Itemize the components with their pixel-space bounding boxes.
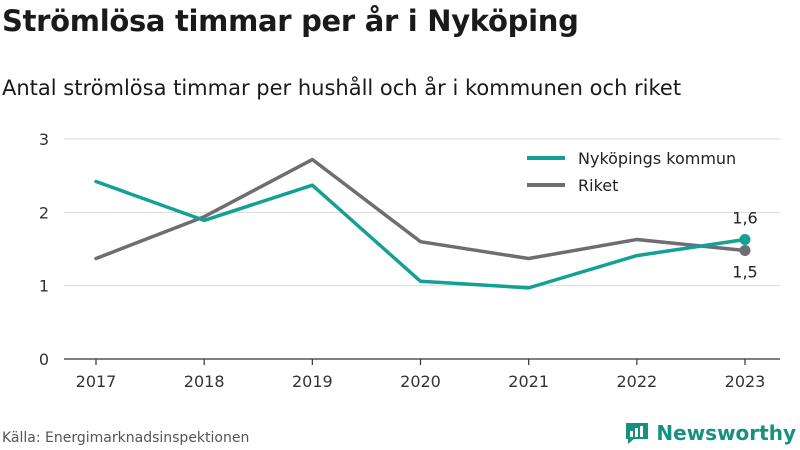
y-tick-label: 0 (39, 350, 49, 369)
series-line-nykoping (94, 179, 747, 290)
end-label-nykoping: 1,6 (732, 208, 757, 227)
x-tick-label: 2021 (508, 372, 549, 391)
legend-label: Riket (578, 176, 618, 195)
brand-name: Newsworthy (656, 421, 796, 445)
bar-chart-logo-icon (626, 423, 649, 444)
y-tick-label: 1 (39, 277, 49, 296)
end-label-riket: 1,5 (732, 262, 757, 281)
x-tick-label: 2017 (76, 372, 117, 391)
x-tick-label: 2023 (725, 372, 766, 391)
end-labels: 1,6 1,5 (732, 208, 757, 281)
x-tick-label: 2022 (616, 372, 657, 391)
x-tick-labels: 2017 2018 2019 2020 2021 2022 2023 (76, 359, 766, 391)
y-tick-label: 3 (39, 130, 49, 149)
x-tick-label: 2020 (400, 372, 441, 391)
chart-subtitle: Antal strömlösa timmar per hushåll och å… (2, 76, 682, 100)
y-tick-labels: 0 1 2 3 (39, 130, 49, 369)
x-tick-label: 2018 (184, 372, 225, 391)
x-tick-label: 2019 (292, 372, 333, 391)
series-end-point (739, 233, 751, 245)
series-line-riket (94, 157, 747, 261)
legend-label: Nyköpings kommun (578, 149, 736, 168)
series-lines (94, 157, 751, 290)
series-end-point (739, 244, 751, 256)
chart-title: Strömlösa timmar per år i Nyköping (2, 4, 579, 38)
source-note: Källa: Energimarknadsinspektionen (2, 430, 250, 446)
brand-logo: Newsworthy (624, 420, 796, 446)
legend: Nyköpings kommun Riket (527, 149, 736, 195)
y-tick-label: 2 (39, 203, 49, 222)
